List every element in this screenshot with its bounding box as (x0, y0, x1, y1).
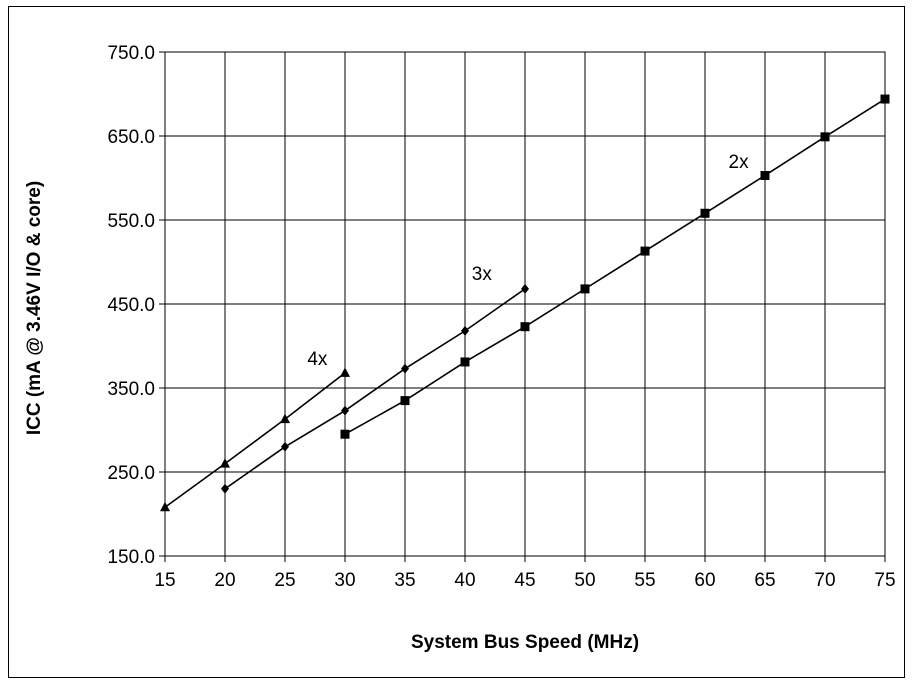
series-line (344, 98, 886, 435)
x-axis-title: System Bus Speed (MHz) (411, 632, 639, 653)
series-label-2x: 2x (729, 152, 750, 173)
y-tick-label: 450.0 (107, 295, 155, 316)
series-layer (160, 94, 890, 512)
series-line (224, 288, 526, 490)
data-point-square (460, 357, 470, 367)
x-tick-label: 35 (394, 570, 415, 591)
y-tick-label: 550.0 (107, 211, 155, 232)
data-point-diamond (341, 405, 349, 416)
data-point-diamond (521, 283, 529, 294)
x-tick-label: 25 (274, 570, 295, 591)
data-point-diamond (281, 441, 289, 452)
x-tick-label: 65 (754, 570, 775, 591)
x-tick-label: 70 (814, 570, 835, 591)
data-point-square (640, 246, 650, 256)
series-label-layer: 4x 3x 2x (307, 152, 749, 370)
data-point-diamond (461, 325, 469, 336)
chart-frame (8, 6, 905, 678)
x-tick-label: 75 (874, 570, 895, 591)
data-point-square (580, 284, 590, 294)
x-tick-label: 45 (514, 570, 535, 591)
x-tick-label: 20 (214, 570, 235, 591)
data-point-square (400, 396, 410, 406)
data-point-triangle (160, 501, 170, 512)
series-2x (340, 94, 890, 439)
data-point-square (700, 208, 710, 218)
data-point-square (880, 94, 890, 104)
x-tick-label: 50 (574, 570, 595, 591)
data-point-triangle (220, 458, 230, 468)
series-label-4x: 4x (307, 349, 328, 370)
data-point-triangle (280, 413, 290, 424)
data-point-square (760, 170, 770, 180)
y-tick-label: 250.0 (107, 463, 155, 484)
y-axis-title: ICC (mA @ 3.46V I/O & core) (24, 181, 45, 435)
data-point-square (340, 429, 350, 439)
data-point-diamond (401, 363, 409, 374)
data-point-triangle (340, 367, 350, 377)
series-line (164, 372, 346, 508)
y-tick-label: 750.0 (107, 43, 155, 64)
y-tick-label: 150.0 (107, 547, 155, 568)
y-tick-label: 350.0 (107, 379, 155, 400)
x-tick-label: 60 (694, 570, 715, 591)
x-tick-label: 30 (334, 570, 355, 591)
series-label-3x: 3x (472, 264, 493, 285)
data-point-square (520, 322, 530, 332)
y-tick-label: 650.0 (107, 127, 155, 148)
series-3x (221, 283, 529, 494)
x-tick-label: 15 (154, 570, 175, 591)
series-4x (160, 367, 350, 512)
grid-layer (164, 51, 886, 557)
data-point-square (820, 132, 830, 142)
x-tick-label: 55 (634, 570, 655, 591)
tick-layer: 15 20 25 30 35 40 45 50 55 60 65 70 75 150.0 250.0 350.… (107, 43, 895, 591)
data-point-diamond (221, 483, 229, 494)
x-tick-label: 40 (454, 570, 475, 591)
